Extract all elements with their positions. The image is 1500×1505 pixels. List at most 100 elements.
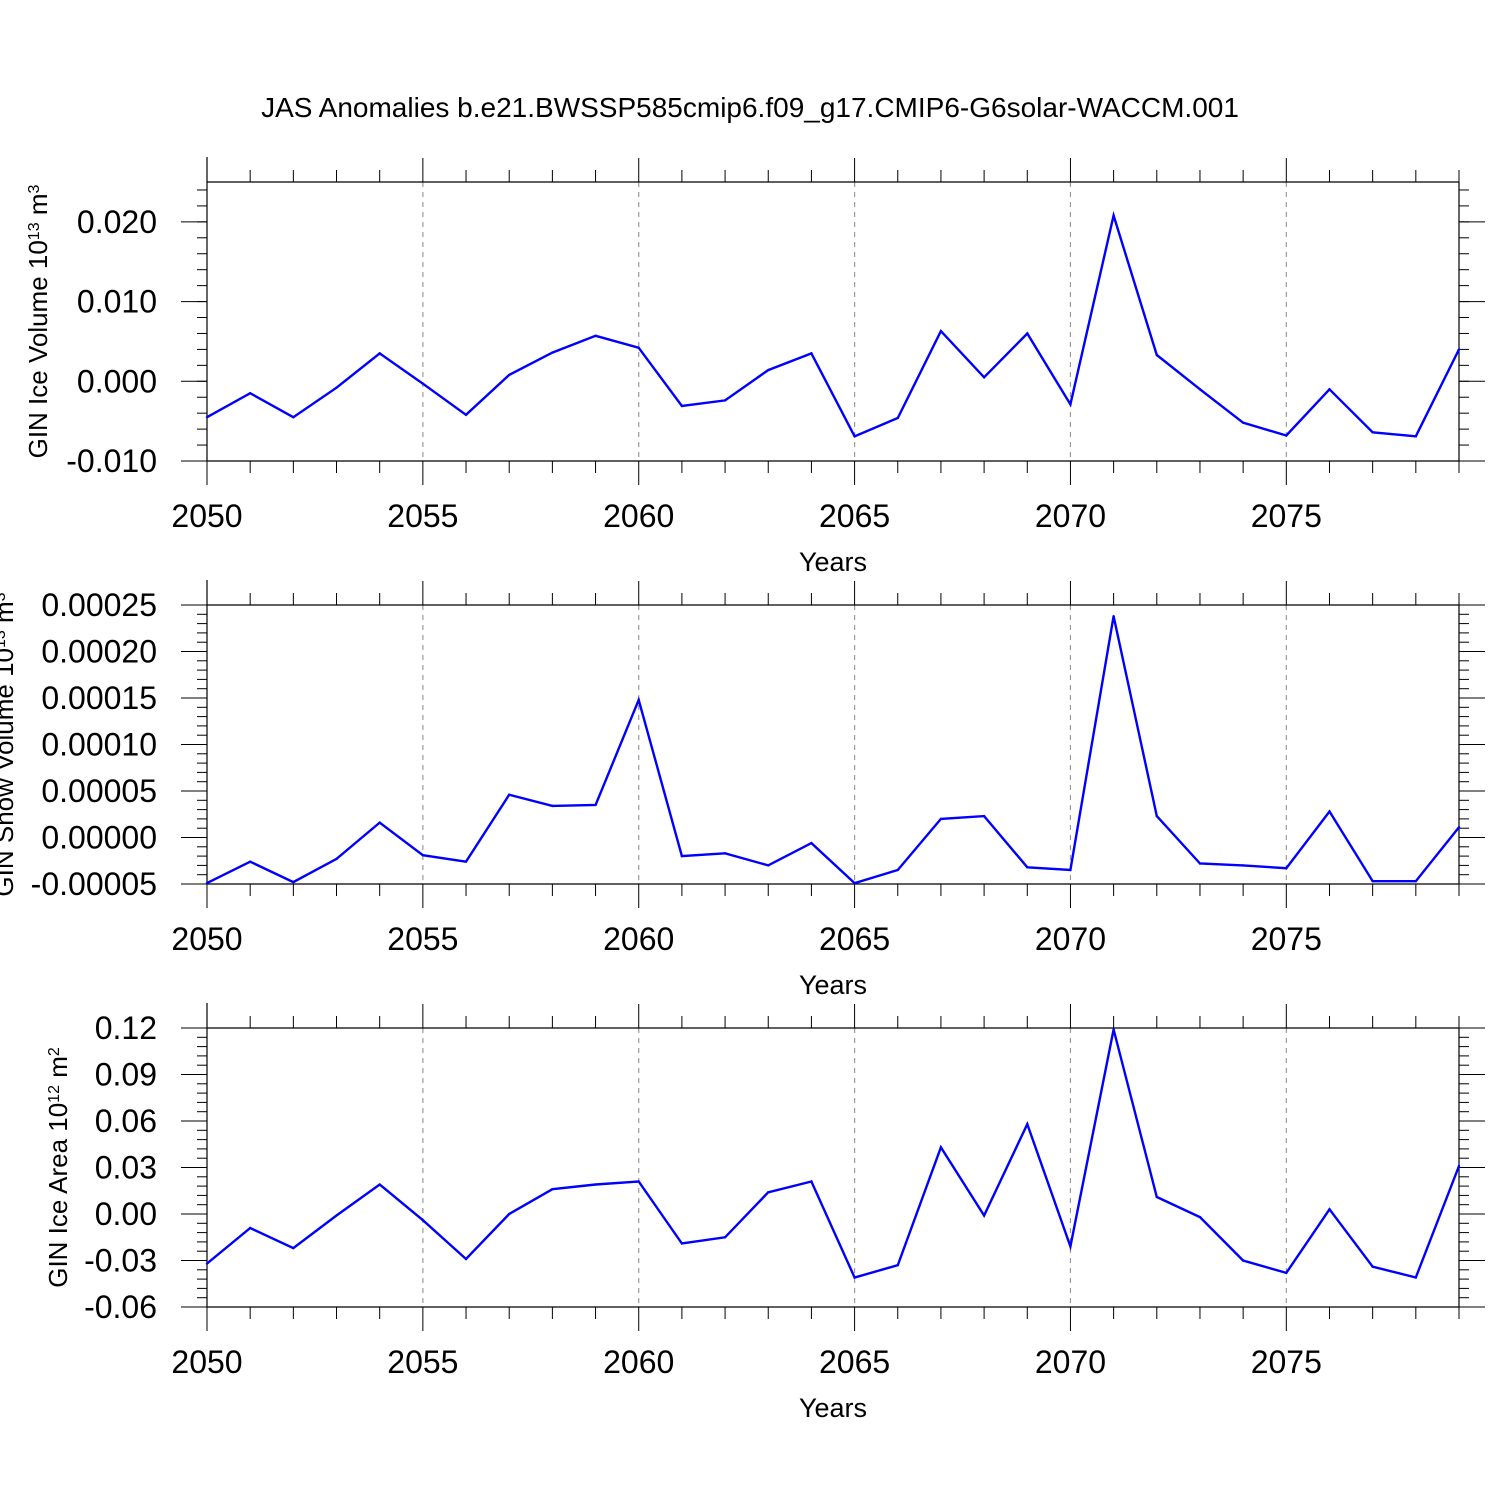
- data-point: [1457, 1164, 1461, 1168]
- data-point: [637, 1180, 640, 1183]
- y-axis-label-unit-exponent: 2: [46, 1047, 63, 1056]
- y-tick-label: -0.03: [84, 1243, 157, 1279]
- y-axis-label: GIN Ice Area 1012 m2: [43, 1047, 73, 1288]
- data-point: [982, 1214, 986, 1217]
- y-axis-label-unit: m: [0, 601, 19, 630]
- y-tick-label: 0.12: [95, 1010, 157, 1046]
- data-point: [1155, 353, 1158, 357]
- data-point: [1328, 810, 1331, 813]
- x-tick-label: 2055: [387, 921, 458, 957]
- data-point: [1026, 866, 1029, 869]
- data-point: [1457, 348, 1461, 351]
- y-tick-label: 0.00005: [41, 773, 157, 809]
- data-point: [1457, 826, 1461, 829]
- data-point: [335, 857, 338, 861]
- data-point: [1371, 431, 1374, 434]
- data-point: [723, 1236, 727, 1239]
- data-point: [378, 821, 381, 824]
- data-point: [1155, 814, 1158, 818]
- x-tick-label: 2075: [1251, 1344, 1322, 1380]
- data-point: [421, 382, 425, 385]
- data-point: [464, 413, 468, 416]
- data-point: [1241, 864, 1245, 867]
- x-tick-label: 2050: [171, 921, 242, 957]
- data-point: [896, 868, 899, 872]
- data-point: [508, 1212, 511, 1216]
- data-point: [1026, 332, 1029, 335]
- data-point: [1414, 435, 1418, 438]
- data-point: [680, 404, 684, 408]
- data-point: [810, 352, 813, 355]
- x-tick-label: 2055: [387, 498, 458, 534]
- data-point: [1069, 1245, 1072, 1248]
- chart-title: JAS Anomalies b.e21.BWSSP585cmip6.f09_g1…: [261, 92, 1239, 123]
- x-tick-label: 2070: [1035, 921, 1106, 957]
- data-point: [292, 880, 295, 884]
- y-axis-label: GIN Snow Volume 1013 m3: [0, 592, 19, 896]
- y-axis-label-text: GIN Ice Area 10: [43, 1103, 73, 1288]
- y-axis-label-unit: m: [23, 193, 53, 222]
- y-axis-label-unit-exponent: 3: [0, 592, 9, 601]
- data-point: [1112, 214, 1115, 217]
- data-point: [335, 386, 338, 389]
- data-point: [680, 1242, 684, 1245]
- data-point: [594, 1183, 597, 1186]
- x-tick-label: 2050: [171, 1344, 242, 1380]
- data-point: [335, 1214, 338, 1217]
- x-axis-label: Years: [799, 1393, 867, 1423]
- x-tick-label: 2070: [1035, 498, 1106, 534]
- y-tick-label: 0.020: [77, 204, 157, 240]
- data-point: [1198, 862, 1202, 865]
- data-point: [508, 793, 511, 796]
- data-point: [292, 1246, 295, 1250]
- data-point: [1371, 1265, 1374, 1268]
- data-point: [982, 814, 986, 818]
- data-point: [248, 860, 252, 863]
- y-tick-label: 0.00010: [41, 727, 157, 763]
- data-point: [1285, 434, 1288, 437]
- series-line-panel-2: [206, 615, 1460, 885]
- y-tick-label: -0.00005: [31, 866, 157, 902]
- y-axis-label-unit-exponent: 3: [26, 184, 43, 193]
- data-point: [767, 864, 770, 867]
- data-point: [767, 368, 770, 372]
- x-tick-label: 2055: [387, 1344, 458, 1380]
- data-point: [1371, 880, 1374, 883]
- y-tick-label: -0.010: [66, 443, 157, 479]
- data-point: [594, 334, 597, 338]
- x-tick-label: 2070: [1035, 1344, 1106, 1380]
- x-tick-label: 2060: [603, 498, 674, 534]
- y-tick-label: 0.06: [95, 1103, 157, 1139]
- data-point: [853, 881, 856, 885]
- y-tick-label: 0.00025: [41, 587, 157, 623]
- data-point: [767, 1191, 770, 1194]
- data-point: [205, 415, 209, 419]
- y-axis-label-text: GIN Snow Volume 10: [0, 648, 19, 897]
- x-tick-label: 2050: [171, 498, 242, 534]
- data-point: [1112, 1028, 1115, 1031]
- data-point: [205, 881, 209, 885]
- series-line-panel-3: [206, 1029, 1461, 1279]
- data-point: [421, 853, 425, 857]
- data-point: [551, 1188, 554, 1191]
- data-point: [1328, 1208, 1331, 1211]
- data-point: [1285, 866, 1288, 870]
- data-point: [1328, 388, 1331, 391]
- data-point: [982, 376, 986, 379]
- data-point: [939, 329, 943, 333]
- data-point: [637, 346, 640, 350]
- x-tick-label: 2075: [1251, 498, 1322, 534]
- y-tick-label: -0.06: [84, 1289, 157, 1325]
- data-point: [896, 416, 899, 420]
- y-tick-label: 0.000: [77, 363, 157, 399]
- x-tick-label: 2060: [603, 921, 674, 957]
- data-point: [939, 1146, 943, 1149]
- data-point: [378, 1183, 381, 1186]
- y-tick-label: 0.00: [95, 1196, 157, 1232]
- x-tick-label: 2065: [819, 498, 890, 534]
- y-axis-label: GIN Ice Volume 1013 m3: [23, 184, 53, 458]
- y-axis-label-unit: m: [43, 1056, 73, 1085]
- data-point: [378, 352, 381, 355]
